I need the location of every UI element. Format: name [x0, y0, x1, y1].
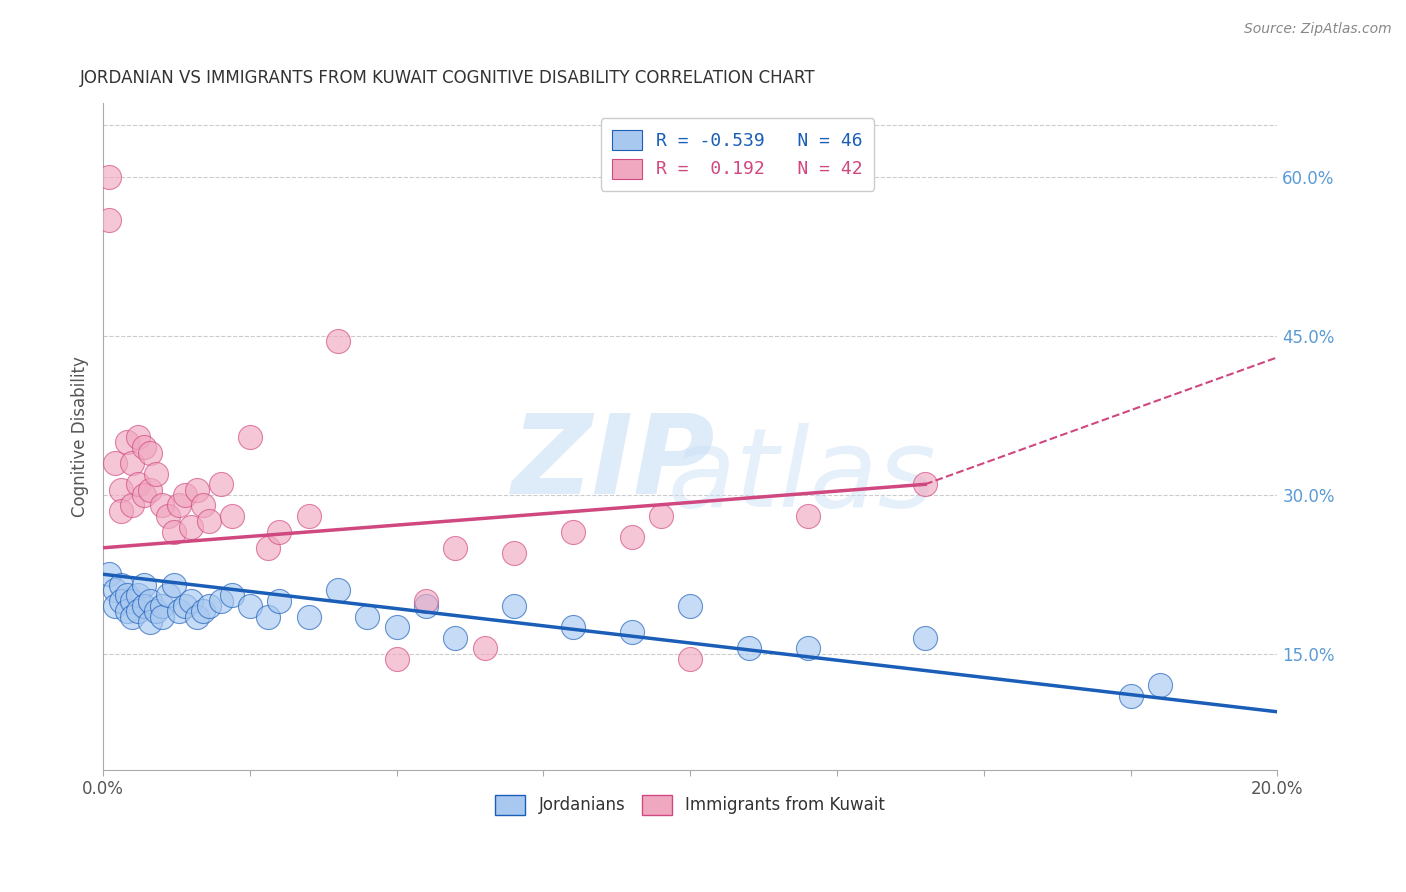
Point [115, 434, 138, 449]
Point [1119, 689, 1142, 703]
Point [121, 499, 143, 513]
Point [209, 593, 232, 607]
Point [139, 483, 162, 497]
Point [385, 652, 408, 666]
Point [444, 541, 467, 555]
Point [169, 499, 191, 513]
Point [98, 212, 121, 227]
Point [503, 599, 526, 613]
Point [134, 578, 156, 592]
Point [110, 593, 132, 607]
Point [256, 609, 278, 624]
Y-axis label: Cognitive Disability: Cognitive Disability [72, 356, 89, 517]
Point [191, 499, 214, 513]
Point [110, 578, 132, 592]
Point [256, 541, 278, 555]
Point [110, 504, 132, 518]
Point [121, 456, 143, 470]
Point [561, 524, 583, 539]
Point [198, 514, 221, 528]
Point [650, 509, 672, 524]
Point [679, 599, 702, 613]
Point [134, 488, 156, 502]
Point [356, 609, 378, 624]
Point [914, 631, 936, 645]
Point [150, 609, 173, 624]
Point [298, 609, 321, 624]
Point [127, 477, 149, 491]
Point [98, 170, 121, 185]
Point [180, 519, 202, 533]
Point [415, 593, 437, 607]
Point [115, 588, 138, 602]
Point [620, 530, 643, 544]
Point [110, 483, 132, 497]
Point [139, 593, 162, 607]
Point [150, 499, 173, 513]
Point [174, 599, 197, 613]
Point [444, 631, 467, 645]
Point [139, 445, 162, 459]
Point [162, 524, 184, 539]
Point [209, 477, 232, 491]
Point [298, 509, 321, 524]
Point [914, 477, 936, 491]
Point [186, 483, 208, 497]
Point [239, 430, 262, 444]
Point [121, 609, 143, 624]
Point [503, 546, 526, 560]
Point [127, 430, 149, 444]
Point [561, 620, 583, 634]
Point [156, 588, 179, 602]
Point [221, 588, 243, 602]
Point [145, 604, 167, 618]
Text: Source: ZipAtlas.com: Source: ZipAtlas.com [1244, 22, 1392, 37]
Point [269, 524, 291, 539]
Point [145, 467, 167, 481]
Point [796, 641, 818, 656]
Point [98, 567, 121, 582]
Point [269, 593, 291, 607]
Point [139, 615, 162, 629]
Point [174, 488, 197, 502]
Point [796, 509, 818, 524]
Point [104, 583, 127, 598]
Point [221, 509, 243, 524]
Point [162, 578, 184, 592]
Point [679, 652, 702, 666]
Point [121, 593, 143, 607]
Point [326, 334, 349, 349]
Point [156, 509, 179, 524]
Point [474, 641, 496, 656]
Point [169, 604, 191, 618]
Text: atlas: atlas [668, 423, 936, 530]
Legend: Jordanians, Immigrants from Kuwait: Jordanians, Immigrants from Kuwait [489, 788, 891, 822]
Point [1149, 678, 1171, 692]
Point [191, 604, 214, 618]
Text: JORDANIAN VS IMMIGRANTS FROM KUWAIT COGNITIVE DISABILITY CORRELATION CHART: JORDANIAN VS IMMIGRANTS FROM KUWAIT COGN… [80, 69, 815, 87]
Point [198, 599, 221, 613]
Point [134, 440, 156, 454]
Point [186, 609, 208, 624]
Point [239, 599, 262, 613]
Point [134, 599, 156, 613]
Point [385, 620, 408, 634]
Point [127, 604, 149, 618]
Point [150, 599, 173, 613]
Point [415, 599, 437, 613]
Point [738, 641, 761, 656]
Point [180, 593, 202, 607]
Point [127, 588, 149, 602]
Point [104, 456, 127, 470]
Text: ZIP: ZIP [512, 409, 716, 516]
Point [326, 583, 349, 598]
Point [104, 599, 127, 613]
Point [620, 625, 643, 640]
Point [115, 604, 138, 618]
